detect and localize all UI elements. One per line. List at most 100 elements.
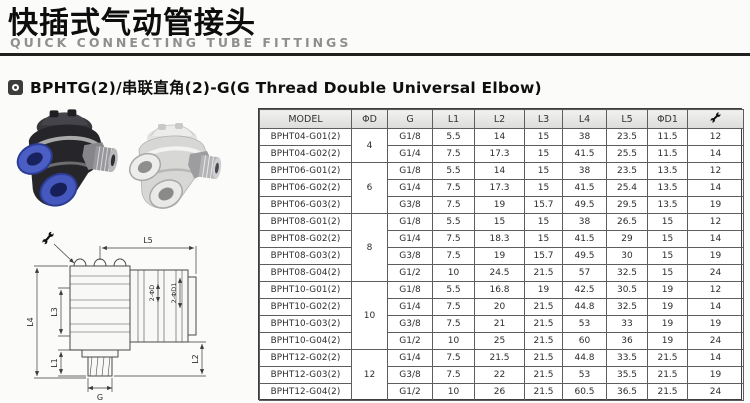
cell-l5: 25.4 [606,179,648,197]
cell-model: BPHT10-G02(2) [259,298,352,316]
cell-l2: 26 [474,383,525,401]
cell-wrench-size: 19 [687,196,744,214]
cell-thread: G1/4 [387,230,433,248]
cell-d1: 15 [647,247,688,265]
cell-l4: 38 [562,213,607,231]
cell-l5: 33.5 [606,349,648,367]
col-header-l1: L1 [432,109,475,129]
cell-tube-diameter: 10 [351,281,388,350]
cell-l3: 21.5 [524,298,563,316]
cell-thread: G1/4 [387,179,433,197]
cell-l5: 25.5 [606,145,648,163]
table-row: BPHT06-G01(2) 6 G1/8 5.5 14 15 38 23.5 13.5 12 [259,162,744,214]
dim-label-g: G [97,393,103,402]
cell-l3: 15.7 [524,196,563,214]
cell-wrench-size: 19 [687,315,744,333]
cell-model: BPHT04-G02(2) [259,145,352,163]
cell-l4: 44.8 [562,298,607,316]
cell-l4: 60.5 [562,383,607,401]
col-header-l5: L5 [606,109,648,129]
cell-l5: 26.5 [606,213,648,231]
cell-wrench-size: 24 [687,264,744,282]
table-row: BPHT10-G01(2) 10 G1/8 5.5 16.8 19 42.5 30.5 19 12 [259,281,744,350]
cell-l1: 5.5 [432,281,475,299]
cell-l3: 15 [524,230,563,248]
cell-thread: G1/4 [387,298,433,316]
cell-thread: G1/2 [387,383,433,401]
cell-l1: 5.5 [432,128,475,146]
cell-d1: 21.5 [647,383,688,401]
threaded-stud-white [198,154,222,180]
cell-d1: 13.5 [647,196,688,214]
cell-l5: 35.5 [606,366,648,384]
cell-model: BPHT08-G03(2) [259,247,352,265]
cell-thread: G1/8 [387,213,433,231]
cell-l5: 29 [606,230,648,248]
table-row: BPHT08-G02(2) G1/4 7.5 18.3 15 41.5 29 15 14 [259,230,744,248]
table-row: BPHT04-G01(2) 4 G1/8 5.5 14 15 38 23.5 11.5 12 [259,128,744,163]
cell-l2: 25 [474,332,525,350]
cell-l2: 21.5 [474,349,525,367]
cell-d1: 21.5 [647,366,688,384]
cell-l2: 21 [474,315,525,333]
col-header-l4: L4 [562,109,607,129]
cell-l1: 10 [432,383,475,401]
dim-label-d: 2-ΦD [148,285,156,302]
dimension-drawing: L5 L4 L3 L1 L2 G 2-ΦD 2-ΦD1 [26,231,206,402]
cell-l2: 15 [474,213,525,231]
cell-wrench-size: 24 [687,332,744,350]
cell-wrench-size: 14 [687,298,744,316]
cell-wrench-size: 14 [687,230,744,248]
section-title: BPHTG(2)/串联直角(2)-G(G Thread Double Unive… [30,79,542,97]
cell-l3: 21.5 [524,264,563,282]
cell-model: BPHT10-G04(2) [259,332,352,350]
cell-wrench-size: 19 [687,366,744,384]
table-row: BPHT12-G04(2) G1/2 10 26 21.5 60.5 36.5 21.5 24 [259,383,744,401]
cell-l5: 23.5 [606,128,648,146]
cell-l3: 21.5 [524,366,563,384]
wrench-icon [710,112,721,123]
cell-l5: 32.5 [606,298,648,316]
white-collet-upper [128,152,162,182]
cell-l5: 30 [606,247,648,265]
white-collet-lower [149,179,183,209]
table-row: BPHT10-G03(2) G3/8 7.5 21 21.5 53 33 19 19 [259,315,744,333]
blue-collet-lower [39,172,78,207]
cell-thread: G1/8 [387,128,433,146]
table-header-row: MODEL ΦD G L1 L2 L3 L4 L5 ΦD1 [259,109,744,129]
cell-l4: 53 [562,366,607,384]
cell-l3: 15 [524,179,563,197]
cell-tube-diameter: 8 [351,213,388,282]
cell-l4: 41.5 [562,179,607,197]
table-row: BPHT08-G04(2) G1/2 10 24.5 21.5 57 32.5 15 24 [259,264,744,282]
cell-thread: G3/8 [387,247,433,265]
cell-d1: 19 [647,281,688,299]
cell-wrench-size: 12 [687,162,744,180]
cell-d1: 11.5 [647,128,688,146]
cell-l3: 19 [524,281,563,299]
cell-thread: G1/8 [387,162,433,180]
col-header-d1: ΦD1 [647,109,688,129]
section-header: BPHTG(2)/串联直角(2)-G(G Thread Double Unive… [8,76,542,98]
cell-model: BPHT06-G01(2) [259,162,352,180]
cell-l5: 29.5 [606,196,648,214]
col-header-wrench [687,109,744,129]
cell-l1: 5.5 [432,162,475,180]
cell-l5: 23.5 [606,162,648,180]
cell-wrench-size: 14 [687,349,744,367]
cell-l2: 17.3 [474,179,525,197]
cell-l2: 14 [474,162,525,180]
cell-thread: G1/8 [387,281,433,299]
cell-l4: 38 [562,128,607,146]
cell-l4: 38 [562,162,607,180]
cell-thread: G1/4 [387,349,433,367]
table-row: BPHT12-G03(2) G3/8 7.5 22 21.5 53 35.5 21.5 19 [259,366,744,384]
cell-l3: 15 [524,145,563,163]
cell-l2: 20 [474,298,525,316]
cell-l3: 21.5 [524,349,563,367]
cell-tube-diameter: 6 [351,162,388,214]
cell-l2: 14 [474,128,525,146]
cell-model: BPHT08-G04(2) [259,264,352,282]
dim-label-l5: L5 [143,236,153,245]
table-row: BPHT08-G03(2) G3/8 7.5 19 15.7 49.5 30 15 19 [259,247,744,265]
